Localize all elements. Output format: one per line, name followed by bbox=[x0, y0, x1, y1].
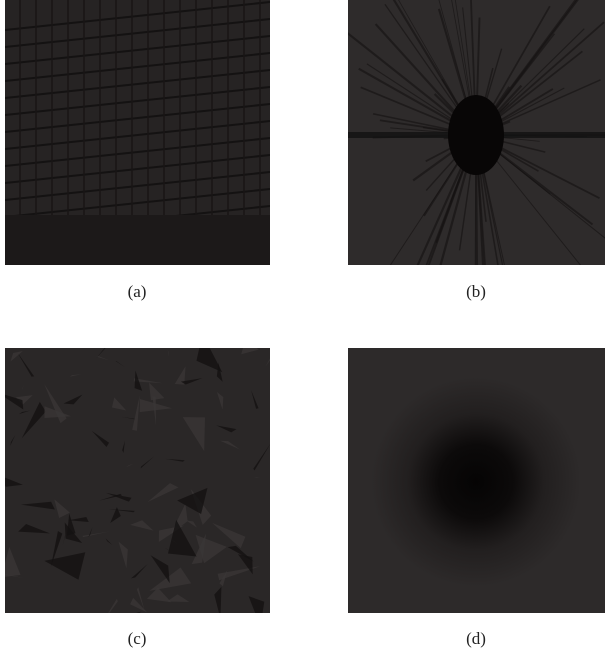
image-b bbox=[345, 0, 610, 356]
page: (a) (b) (c) (d) (() => { const data = JS… bbox=[0, 0, 610, 655]
caption: (a) bbox=[128, 282, 147, 301]
texture bbox=[5, 215, 270, 265]
texture bbox=[448, 95, 504, 175]
image-a bbox=[5, 0, 270, 265]
image-d bbox=[348, 348, 605, 613]
caption: (b) bbox=[466, 282, 486, 301]
image-c bbox=[0, 334, 276, 627]
caption: (c) bbox=[128, 629, 147, 648]
figure: (a) (b) (c) (d) bbox=[0, 0, 610, 655]
caption: (d) bbox=[466, 629, 486, 648]
